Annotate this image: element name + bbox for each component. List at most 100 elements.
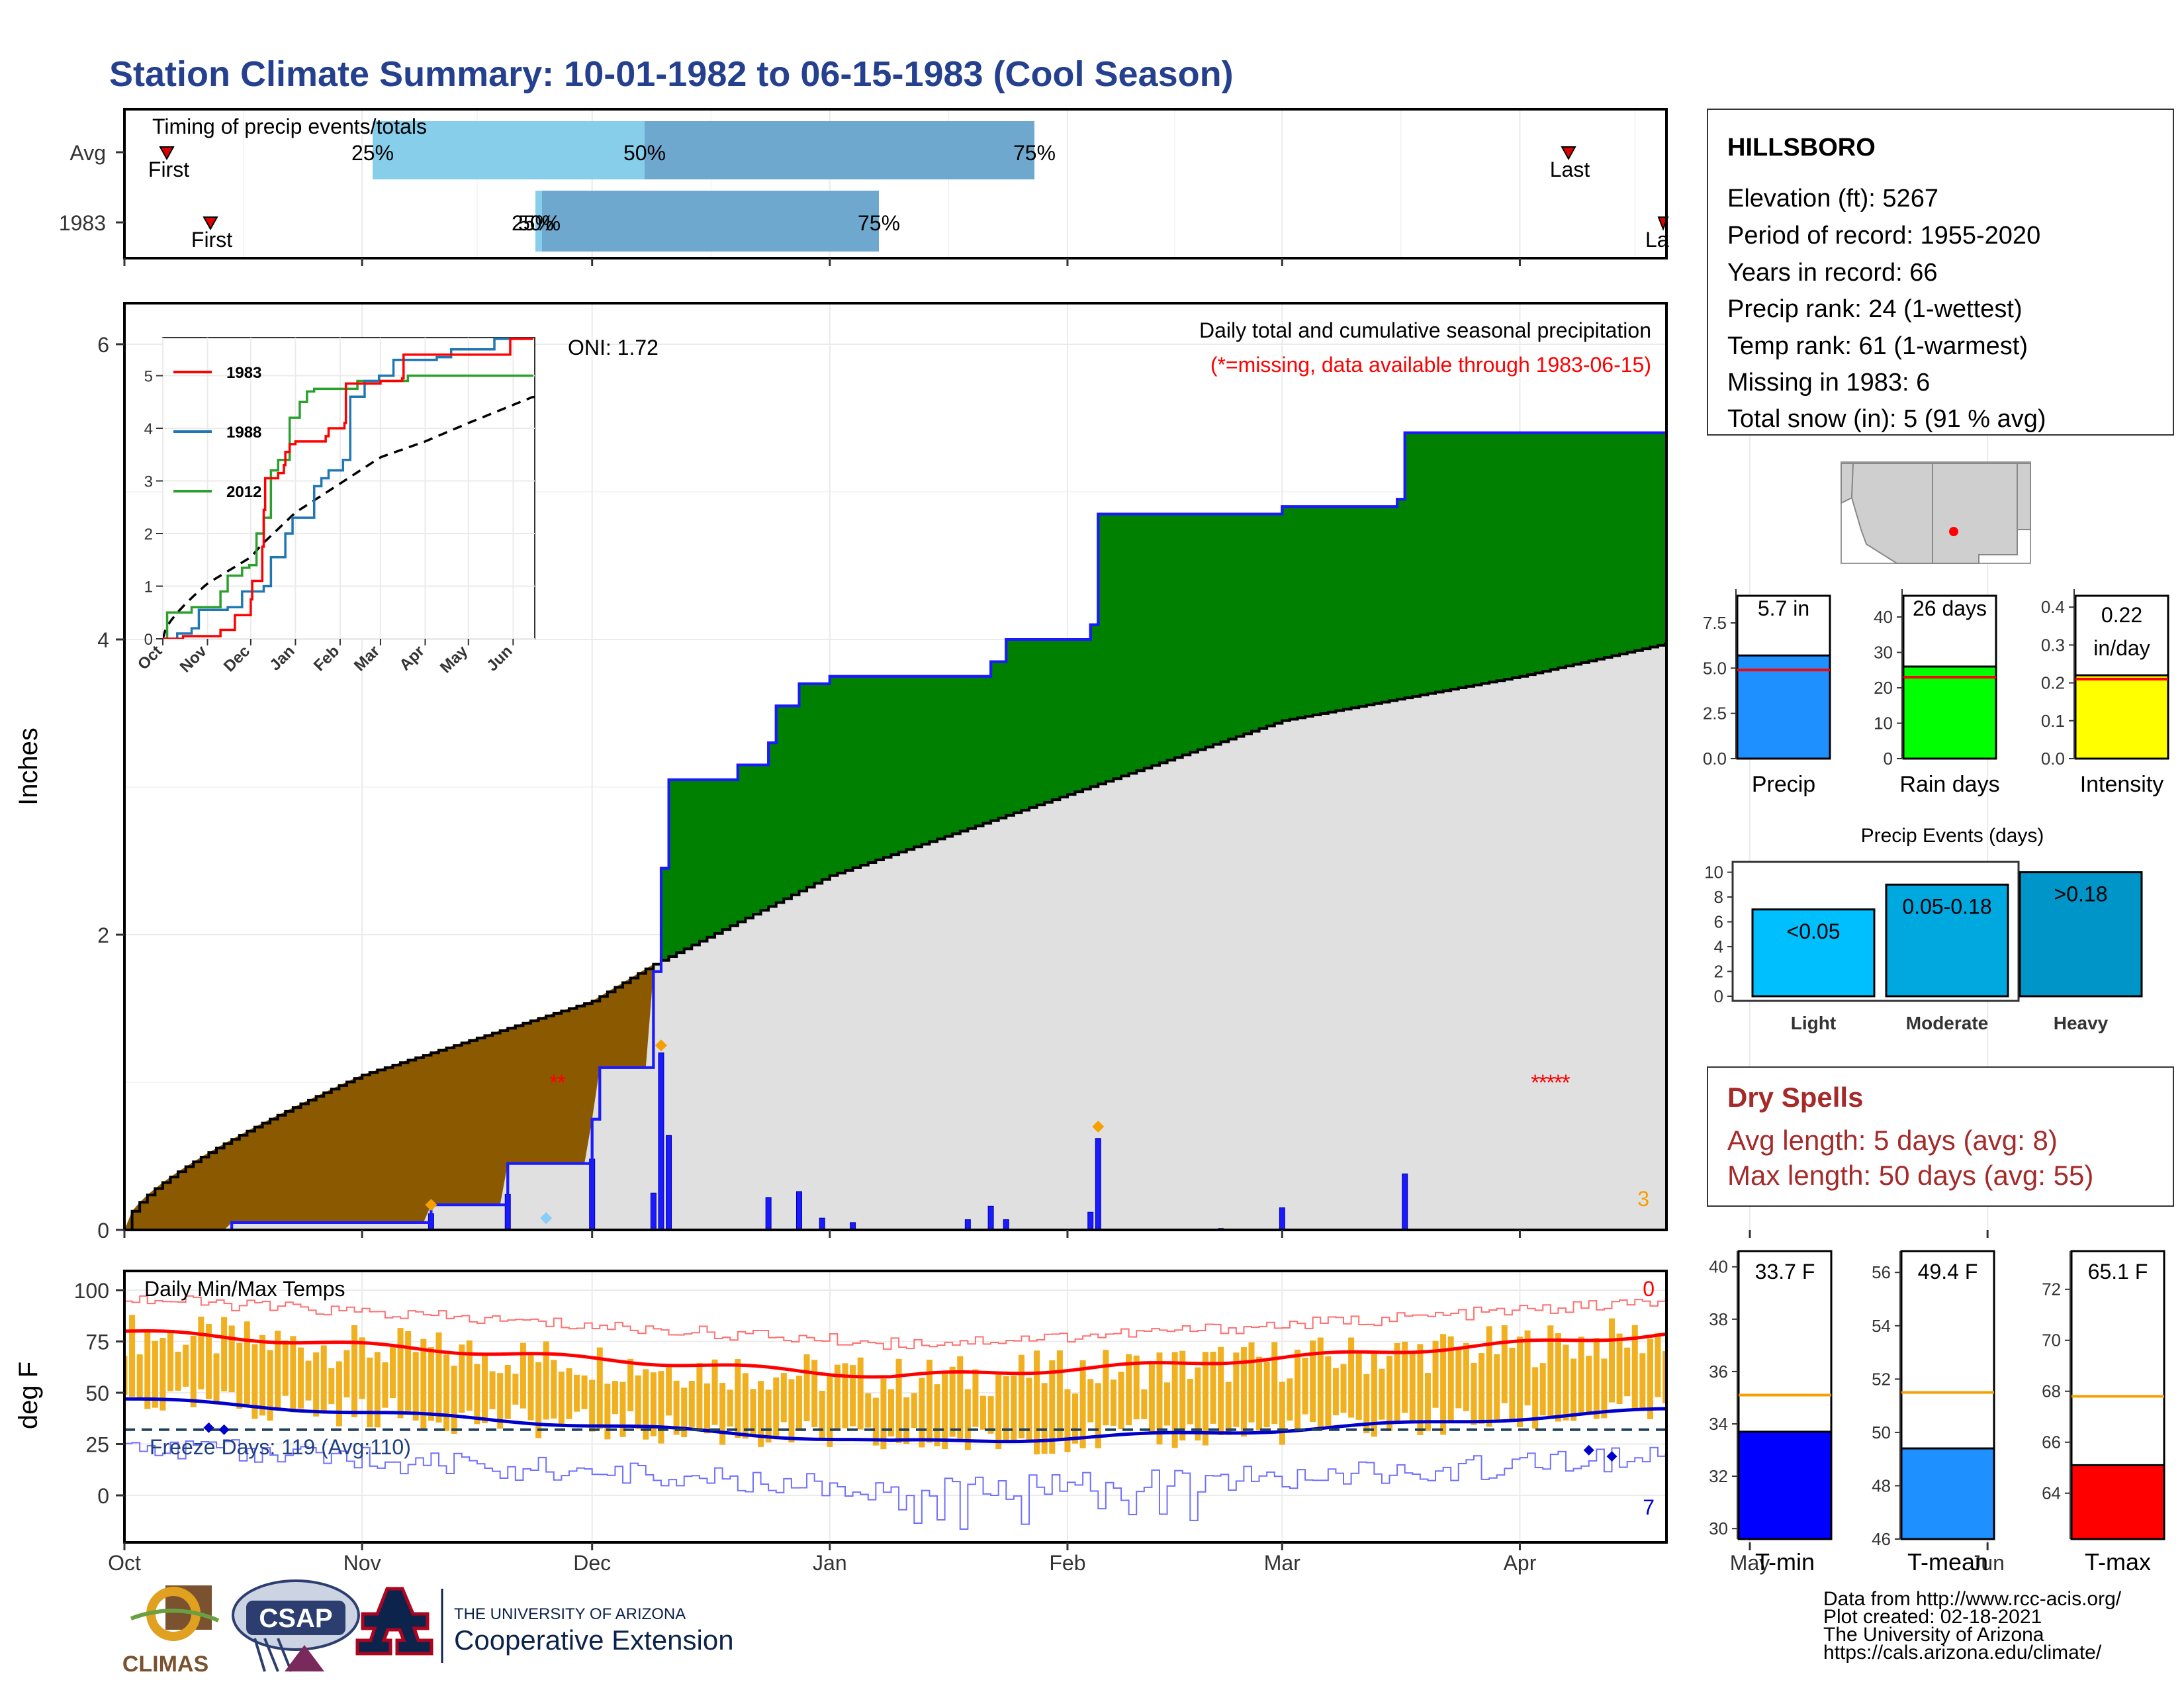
cumulative-line-overlay <box>124 431 1666 1230</box>
daily-temp-bar <box>1133 1355 1140 1420</box>
daily-temp-bar <box>796 1376 802 1431</box>
record-low-line <box>124 1439 1666 1530</box>
daily-temp-bar <box>673 1380 680 1435</box>
temp-bar-value-text: 49.4 F <box>1918 1260 1978 1284</box>
daily-temp-bar <box>1479 1353 1485 1424</box>
daily-temp-bar <box>750 1389 756 1436</box>
daily-temp-bar <box>1455 1349 1462 1409</box>
yr-p25-label: 25% <box>512 211 554 235</box>
month-x-tick: Jun <box>1970 1551 2005 1575</box>
yr-25-50-bar <box>535 191 542 252</box>
daily-temp-bar <box>1026 1378 1032 1441</box>
daily-temp-bar <box>183 1344 189 1387</box>
daily-precip-bar <box>658 1052 664 1230</box>
month-x-tick: Jan <box>813 1551 847 1575</box>
daily-temp-bar <box>1126 1354 1132 1426</box>
daily-temp-bar <box>374 1352 381 1428</box>
daily-temp-bar <box>481 1354 488 1423</box>
record-high-line <box>124 1295 1666 1350</box>
climas-logo: CLIMAS <box>122 1585 220 1677</box>
daily-temp-bar <box>1179 1350 1186 1441</box>
missing-marker: * <box>1546 1070 1555 1096</box>
daily-temp-bar <box>604 1383 611 1440</box>
daily-temp-bar <box>1547 1325 1554 1419</box>
avg-last-marker <box>1561 146 1576 161</box>
daily-temp-bar <box>2030 1307 2036 1388</box>
events-y-tick: 4 <box>1714 937 1723 957</box>
temp-bottom-count: 7 <box>1643 1495 1655 1519</box>
snow-marker <box>655 1039 667 1052</box>
daily-temp-bar <box>995 1374 1002 1450</box>
trace-marker <box>540 1212 553 1225</box>
yr-first-label: First <box>191 228 232 252</box>
events-y-tick: 6 <box>1714 912 1723 932</box>
figure-title: Station Climate Summary: 10-01-1982 to 0… <box>109 54 1234 94</box>
daily-temp-bar <box>1509 1347 1516 1421</box>
daily-precip-bar <box>650 1192 657 1230</box>
inset-line-1988 <box>163 338 525 639</box>
daily-temp-bar <box>1118 1372 1124 1430</box>
temp-bar-value-text: 33.7 F <box>1755 1260 1815 1284</box>
daily-temp-bar <box>1486 1326 1492 1427</box>
daily-temp-bar <box>558 1372 565 1427</box>
daily-temp-bar <box>1447 1336 1454 1423</box>
daily-temp-bar <box>865 1393 872 1428</box>
mini-bar-y-tick: 30 <box>1874 643 1893 663</box>
event-bar-label: Moderate <box>1906 1013 1988 1033</box>
daily-temp-bar <box>758 1381 764 1447</box>
daily-temp-bar <box>972 1369 979 1427</box>
temp-bar-y-tick: 38 <box>1709 1309 1728 1329</box>
temperature-bar-charts: 30 32 34 36 38 40 33.7 F T-min 46 48 50 52 54 56 49.4 … <box>1709 1250 2165 1575</box>
mini-bar-y-tick: 10 <box>1874 714 1893 733</box>
daily-temp-bar <box>1578 1336 1584 1413</box>
avg-25-50-bar <box>373 121 645 179</box>
station-line-years: Years in record: 66 <box>1727 259 1938 287</box>
mini-bar-y-tick: 7.5 <box>1703 613 1727 633</box>
mini-bar-value <box>1902 665 1997 760</box>
daily-temp-bar <box>1409 1352 1416 1421</box>
daily-temp-bar <box>1501 1325 1508 1403</box>
daily-temp-bar <box>551 1360 557 1419</box>
daily-temp-bar <box>666 1365 672 1416</box>
daily-temp-bar <box>343 1350 350 1398</box>
temp-bar-label: T-max <box>2085 1548 2151 1575</box>
oni-value: ONI: 1.72 <box>568 336 659 359</box>
daily-temp-bar <box>1087 1379 1094 1423</box>
daily-temp-bar <box>489 1371 496 1409</box>
daily-temp-bar <box>635 1375 641 1430</box>
daily-temp-bar <box>1103 1350 1109 1426</box>
timing-panel: Timing of precip events/totals Avg 1983 … <box>59 108 1989 266</box>
inset-avg-line <box>163 395 535 639</box>
daily-temp-bar <box>1662 1350 1666 1403</box>
credit-plot-date: Plot created: 02-18-2021 <box>1823 1606 2042 1628</box>
daily-temp-bar <box>267 1350 273 1421</box>
month-x-tick: Feb <box>1049 1551 1085 1575</box>
mini-bar-y-tick: 20 <box>1874 678 1893 698</box>
daily-temp-bar <box>1463 1342 1469 1411</box>
precip-caption: Daily total and cumulative seasonal prec… <box>1199 318 1651 342</box>
daily-temp-bar <box>367 1357 373 1428</box>
daily-temp-bar <box>474 1364 480 1425</box>
avg-first-label: First <box>148 158 189 181</box>
temp-bar-value <box>2070 1464 2165 1540</box>
daily-temp-bar <box>512 1374 519 1405</box>
credit-data-source: Data from http://www.rcc-acis.org/ <box>1823 1588 2122 1610</box>
daily-temp-bar <box>1586 1356 1592 1413</box>
temp-bar-value <box>1900 1447 1995 1540</box>
daily-temp-bar <box>1563 1344 1569 1421</box>
daily-temp-bar <box>788 1379 795 1443</box>
mini-bar-y-tick: 0.1 <box>2041 711 2065 731</box>
missing-marker: * <box>1561 1070 1570 1096</box>
daily-temp-bar <box>1608 1318 1615 1403</box>
daily-temp-bar <box>1325 1356 1332 1428</box>
inset-y-tick: 0 <box>144 631 153 649</box>
daily-temp-bar <box>1018 1354 1024 1438</box>
daily-temp-bar <box>627 1358 634 1411</box>
daily-temp-bar <box>742 1373 749 1439</box>
daily-temp-bar <box>1471 1362 1477 1425</box>
dry-spells-box: Dry Spells Avg length: 5 days (avg: 8) M… <box>1707 1066 2174 1207</box>
temp-bar-y-tick: 32 <box>1709 1466 1728 1486</box>
daily-temp-bar <box>1647 1338 1653 1419</box>
temp-y-tick: 100 <box>74 1279 109 1303</box>
mini-bar-y-tick: 0.0 <box>2041 749 2065 769</box>
